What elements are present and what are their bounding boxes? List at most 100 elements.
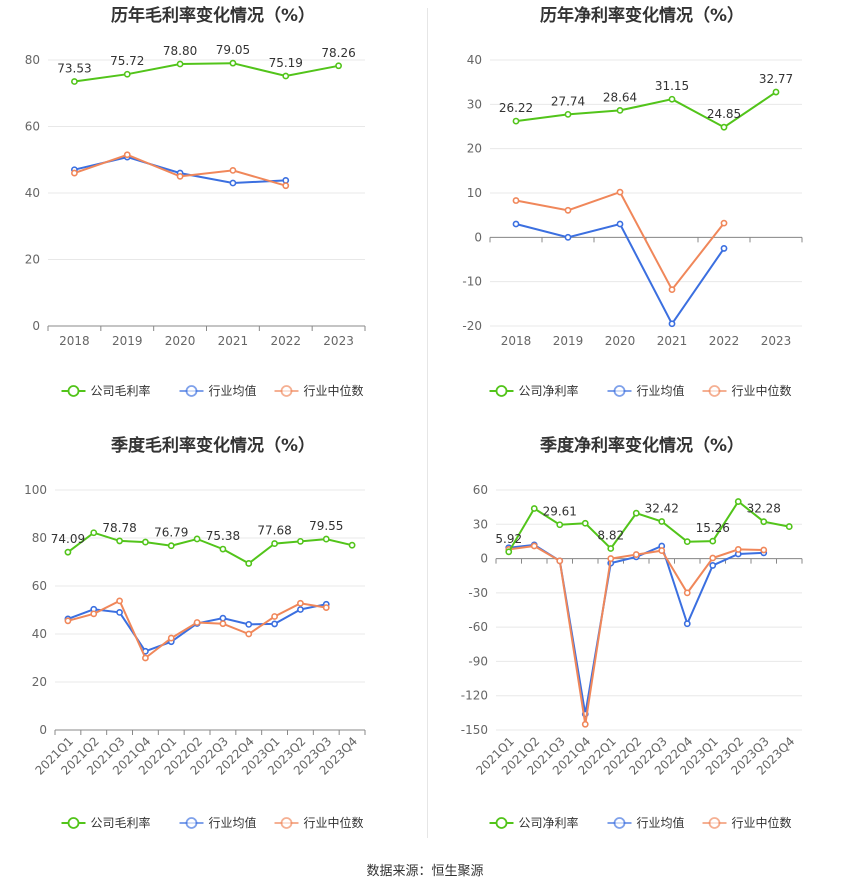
chart-svg: 季度净利率变化情况（%）-150-120-90-60-30030602021Q1… bbox=[461, 435, 803, 830]
y-tick-label: 60 bbox=[32, 579, 47, 593]
y-tick-label: 80 bbox=[32, 531, 47, 545]
x-tick-label: 2018 bbox=[501, 334, 532, 348]
data-label: 73.53 bbox=[57, 62, 91, 76]
legend-marker bbox=[185, 817, 198, 829]
x-tick-label: 2019 bbox=[553, 334, 584, 348]
data-point-industry_median bbox=[530, 542, 538, 550]
data-point-industry_median bbox=[193, 619, 201, 626]
y-tick-label: -20 bbox=[462, 319, 482, 333]
x-tick-label: 2022 bbox=[270, 334, 301, 348]
legend-item-industry_median: 行业中位数 bbox=[274, 815, 364, 830]
data-point-industry_median bbox=[282, 182, 290, 190]
x-tick-label: 2019 bbox=[112, 334, 143, 348]
data-point-company bbox=[116, 537, 123, 545]
data-point-company bbox=[564, 110, 572, 118]
data-label: 79.05 bbox=[216, 43, 250, 57]
data-point-industry_median bbox=[64, 617, 72, 625]
data-label: 28.64 bbox=[603, 90, 637, 104]
series-line-industry_avg bbox=[515, 222, 725, 326]
data-point-industry_median bbox=[245, 630, 253, 638]
data-point-company bbox=[322, 535, 330, 543]
x-tick-label: 2021 bbox=[657, 334, 688, 348]
y-tick-label: -10 bbox=[462, 275, 482, 289]
chart-title: 季度毛利率变化情况（%） bbox=[111, 435, 315, 456]
data-point-industry_median bbox=[581, 720, 589, 728]
legend-item-industry_avg: 行业均值 bbox=[607, 815, 685, 830]
x-tick-label: 2022 bbox=[709, 334, 740, 348]
legend-item-company: 公司净利率 bbox=[489, 383, 579, 398]
data-point-industry_median bbox=[512, 197, 520, 204]
data-point-industry_median bbox=[683, 589, 691, 597]
legend-label: 行业均值 bbox=[637, 815, 685, 830]
data-point-company bbox=[335, 62, 342, 70]
data-label: 78.80 bbox=[163, 44, 197, 58]
y-tick-label: 0 bbox=[32, 319, 40, 333]
legend-item-company: 公司毛利率 bbox=[61, 383, 151, 398]
data-point-company bbox=[668, 95, 676, 103]
y-tick-label: 0 bbox=[474, 230, 482, 244]
data-point-industry_median bbox=[720, 219, 728, 227]
data-point-company bbox=[720, 123, 728, 131]
data-point-industry_median bbox=[658, 547, 666, 554]
y-tick-label: 20 bbox=[25, 253, 40, 267]
legend-label: 行业均值 bbox=[209, 815, 257, 830]
data-point-industry_median bbox=[322, 604, 330, 611]
data-point-industry_avg bbox=[668, 320, 676, 328]
data-label: 74.09 bbox=[51, 532, 85, 546]
legend-label: 行业中位数 bbox=[304, 383, 364, 398]
legend-marker bbox=[185, 385, 198, 397]
legend-item-industry_avg: 行业均值 bbox=[607, 383, 685, 398]
data-point-company bbox=[658, 518, 666, 525]
chart-svg: 历年净利率变化情况（%） -20 -10 0 10 20 30 40 2018 2019 2020 2… bbox=[462, 5, 803, 398]
data-point-industry_median bbox=[142, 654, 149, 662]
y-tick-label: -120 bbox=[461, 689, 488, 703]
data-point-company bbox=[512, 117, 520, 125]
legend-marker bbox=[495, 385, 508, 397]
legend-item-company: 公司净利率 bbox=[489, 815, 579, 830]
data-point-company bbox=[505, 548, 513, 556]
chart-title: 历年毛利率变化情况（%） bbox=[111, 5, 315, 26]
legend-label: 行业均值 bbox=[209, 383, 257, 398]
data-point-company bbox=[734, 498, 742, 505]
y-tick-label: -90 bbox=[468, 654, 488, 668]
data-point-company bbox=[785, 523, 793, 530]
data-point-industry_median bbox=[709, 554, 717, 562]
data-point-industry_median bbox=[90, 610, 98, 618]
data-point-industry_median bbox=[229, 166, 237, 174]
data-label: 26.22 bbox=[499, 101, 533, 115]
data-point-industry_median bbox=[219, 620, 227, 628]
data-point-industry_median bbox=[297, 599, 304, 607]
data-point-company bbox=[64, 548, 72, 556]
series-line-industry_median bbox=[515, 190, 725, 292]
data-label: 32.42 bbox=[645, 502, 679, 516]
data-label: 77.68 bbox=[257, 524, 291, 538]
chart-svg: 历年毛利率变化情况（%） 0 20 40 60 80 2018 2019 2020 2021 202… bbox=[25, 5, 366, 398]
data-point-industry_median bbox=[116, 597, 123, 605]
quarterly-gross-margin-chart: 季度毛利率变化情况（%） 0 20 40 60 80 100 2021Q1 2021Q2 2021… bbox=[0, 430, 422, 850]
x-tick-label: 2020 bbox=[605, 334, 636, 348]
data-point-industry_median bbox=[607, 555, 615, 562]
data-point-company bbox=[556, 521, 564, 529]
y-tick-label: 20 bbox=[32, 675, 47, 689]
data-point-industry_median bbox=[123, 151, 131, 159]
series-line-company bbox=[515, 91, 777, 129]
legend-label: 公司毛利率 bbox=[91, 383, 151, 398]
y-tick-label: 80 bbox=[25, 53, 40, 67]
y-tick-label: 20 bbox=[467, 142, 482, 156]
data-label: 75.38 bbox=[206, 529, 240, 543]
data-point-industry_median bbox=[668, 286, 676, 294]
panel-divider bbox=[427, 8, 428, 838]
data-label: 75.72 bbox=[110, 54, 144, 68]
series-line-industry_avg bbox=[67, 603, 327, 653]
data-point-industry_median bbox=[176, 172, 184, 180]
chart-title: 历年净利率变化情况（%） bbox=[540, 5, 744, 26]
y-tick-label: 30 bbox=[473, 517, 488, 531]
data-point-company bbox=[271, 540, 278, 547]
data-point-industry_avg bbox=[616, 220, 624, 228]
x-tick-label: 2020 bbox=[165, 334, 196, 348]
data-point-company bbox=[709, 537, 717, 545]
legend-marker bbox=[495, 817, 508, 829]
data-point-company bbox=[142, 538, 149, 546]
data-point-industry_median bbox=[616, 188, 624, 196]
legend-marker bbox=[613, 385, 626, 397]
